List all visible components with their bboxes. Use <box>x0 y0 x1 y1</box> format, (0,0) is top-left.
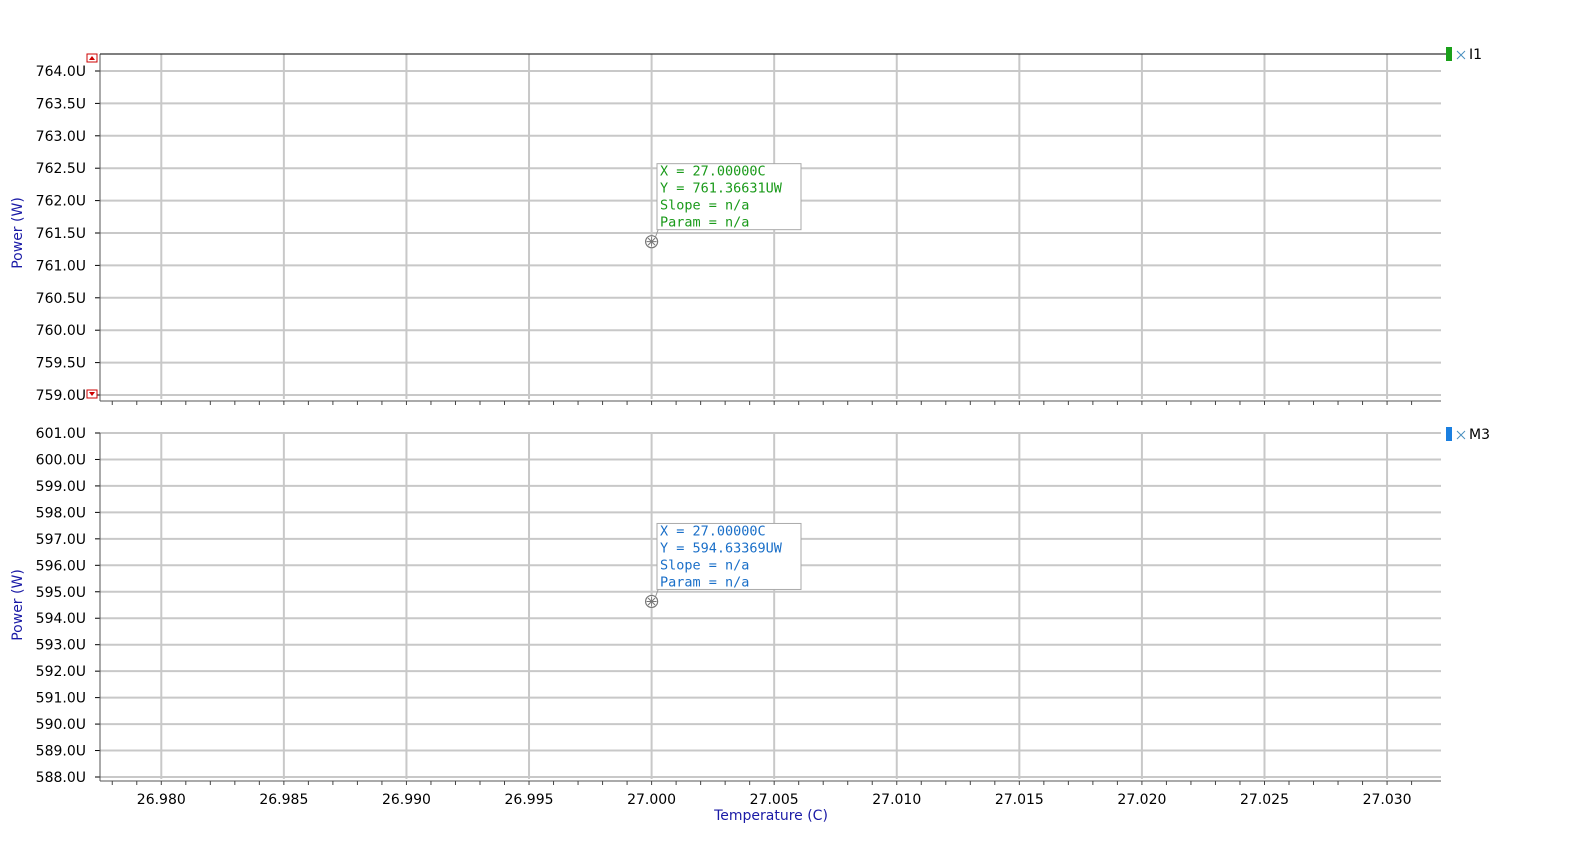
y-axis-title: Power (W) <box>10 569 26 641</box>
y-tick-label: 601.0U <box>36 426 86 442</box>
marker-line: X = 27.00000C <box>660 523 766 539</box>
legend-label: I1 <box>1469 47 1482 63</box>
scroll-down-arrow-icon <box>89 392 95 396</box>
x-tick-label: 27.030 <box>1363 792 1412 808</box>
y-tick-label: 760.0U <box>36 323 86 339</box>
marker-line: Param = n/a <box>660 574 749 590</box>
legend-label: M3 <box>1469 427 1490 443</box>
marker-line: Y = 594.63369UW <box>660 540 783 556</box>
legend-swatch <box>1446 427 1452 441</box>
marker-line: Slope = n/a <box>660 557 749 573</box>
data-point-cross <box>646 596 657 607</box>
scroll-up-arrow-icon <box>89 56 95 60</box>
y-tick-label: 600.0U <box>36 452 86 468</box>
top-plot-panel: 764.0U 763.5U 763.0U 762.5U 762.0U 761.5U 761.… <box>10 47 1482 405</box>
y-tick-label: 763.0U <box>36 129 86 145</box>
y-tick-label: 593.0U <box>36 638 86 654</box>
bottom-plot-panel: 601.0U 600.0U 599.0U 598.0U 597.0U 596.0U 595.… <box>10 426 1490 808</box>
y-tick-label: 761.0U <box>36 258 86 274</box>
y-tick-label: 592.0U <box>36 664 86 680</box>
x-tick-label: 27.000 <box>627 792 676 808</box>
y-tick-label: 590.0U <box>36 717 86 733</box>
data-point-cross <box>646 236 657 247</box>
y-tick-label: 764.0U <box>36 64 86 80</box>
marker-line: X = 27.00000C <box>660 164 766 180</box>
x-tick-label: 27.005 <box>750 792 799 808</box>
x-axis-title: Temperature (C) <box>713 808 828 824</box>
y-tick-label: 589.0U <box>36 744 86 760</box>
legend-close-icon <box>1456 50 1466 60</box>
marker-box <box>656 522 802 590</box>
x-tick-label: 27.020 <box>1117 792 1166 808</box>
x-tick-label: 26.980 <box>137 792 186 808</box>
y-tick-label: 598.0U <box>36 505 86 521</box>
x-tick-label: 27.010 <box>872 792 921 808</box>
marker-line: Slope = n/a <box>660 198 749 214</box>
x-tick-label: 26.990 <box>382 792 431 808</box>
legend-swatch <box>1446 47 1452 61</box>
marker-line: Y = 761.36631UW <box>660 181 783 197</box>
y-tick-label: 762.5U <box>36 161 86 177</box>
y-tick-label: 760.5U <box>36 291 86 307</box>
y-tick-label: 599.0U <box>36 479 86 495</box>
x-tick-label: 26.995 <box>505 792 554 808</box>
x-tick-label: 27.025 <box>1240 792 1289 808</box>
y-axis-title: Power (W) <box>10 197 26 269</box>
y-tick-label: 595.0U <box>36 585 86 601</box>
legend-close-icon <box>1456 430 1466 440</box>
y-tick-label: 762.0U <box>36 194 86 210</box>
y-tick-label: 761.5U <box>36 226 86 242</box>
y-tick-label: 591.0U <box>36 691 86 707</box>
x-tick-label: 27.015 <box>995 792 1044 808</box>
y-tick-label: 596.0U <box>36 558 86 574</box>
marker-line: Param = n/a <box>660 215 749 231</box>
y-tick-label: 759.0U <box>36 388 86 404</box>
y-tick-label: 759.5U <box>36 356 86 372</box>
y-tick-label: 597.0U <box>36 532 86 548</box>
x-tick-label: 26.985 <box>259 792 308 808</box>
y-tick-label: 588.0U <box>36 770 86 786</box>
y-tick-label: 594.0U <box>36 611 86 627</box>
y-tick-label: 763.5U <box>36 96 86 112</box>
marker-box <box>656 163 802 231</box>
